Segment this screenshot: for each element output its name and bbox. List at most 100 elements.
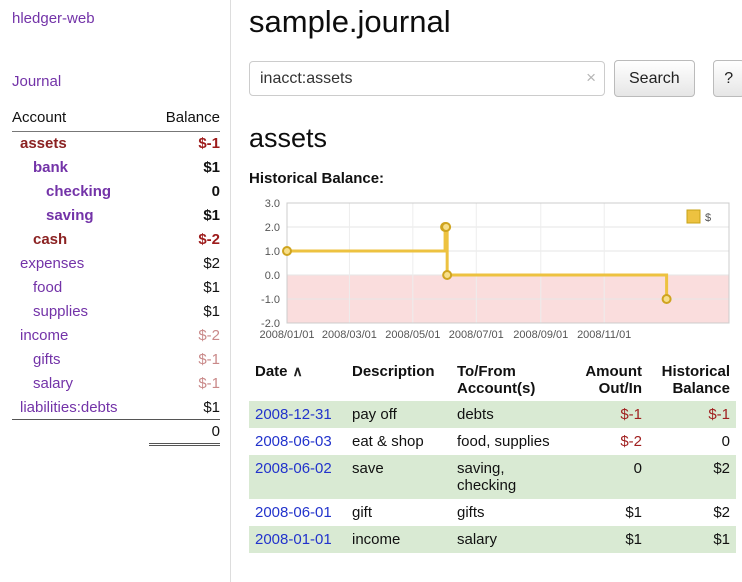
register-col-date-label: Date <box>255 363 288 380</box>
accounts-total-row: 0 <box>12 419 220 446</box>
transaction-balance: $2 <box>713 504 730 521</box>
account-heading: assets <box>249 123 328 153</box>
sidebar: hledger-web Journal Account Balance asse… <box>0 0 231 582</box>
transaction-balance: $2 <box>713 460 730 477</box>
svg-text:1.0: 1.0 <box>265 246 280 258</box>
transaction-account: salary <box>457 531 498 548</box>
search-button[interactable]: Search <box>614 60 695 97</box>
svg-text:2008/05/01: 2008/05/01 <box>385 329 440 341</box>
transaction-account: debts <box>457 406 494 423</box>
transaction-balance: $1 <box>713 531 730 548</box>
svg-text:-1.0: -1.0 <box>261 294 280 306</box>
svg-text:2.0: 2.0 <box>265 222 280 234</box>
help-button[interactable]: ? <box>712 60 742 97</box>
register-row: 2008-06-02 save saving, checking 0 $2 <box>249 455 736 499</box>
transaction-description: income <box>352 531 401 548</box>
svg-text:-2.0: -2.0 <box>261 318 280 330</box>
transaction-account: gifts <box>457 504 485 521</box>
account-balance: $2 <box>203 255 220 272</box>
account-link-gifts[interactable]: gifts <box>33 351 61 368</box>
sort-ascending-icon[interactable]: ∧ <box>292 363 303 379</box>
accounts-table-header: Account Balance <box>12 106 220 132</box>
account-row: checking 0 <box>12 180 220 204</box>
account-link-bank[interactable]: bank <box>33 159 69 176</box>
historical-balance-chart[interactable]: 3.0 2.0 1.0 0.0 -1.0 -2.0 2008/01/01 2008/03/01… <box>249 195 735 347</box>
svg-text:2008/09/01: 2008/09/01 <box>513 329 568 341</box>
transaction-account: saving, checking <box>457 460 517 494</box>
account-balance: $1 <box>203 159 220 176</box>
register-col-amount: Amount Out/In <box>585 363 642 397</box>
account-row: supplies $1 <box>12 300 220 324</box>
account-link-saving[interactable]: saving <box>46 207 94 224</box>
accounts-total: 0 <box>211 423 220 440</box>
account-balance: $-1 <box>198 135 220 153</box>
account-link-income[interactable]: income <box>20 327 69 344</box>
register-col-balance: Historical Balance <box>661 363 730 397</box>
account-row: income $-2 <box>12 324 220 348</box>
account-balance: $-2 <box>198 231 220 248</box>
account-row: liabilities:debts $1 <box>12 396 220 420</box>
clear-search-icon[interactable]: × <box>586 68 596 87</box>
transaction-account: food, supplies <box>457 433 550 450</box>
register-col-account: To/From Account(s) <box>457 363 536 397</box>
account-balance: $1 <box>203 279 220 296</box>
transaction-description: eat & shop <box>352 433 424 450</box>
transaction-description: gift <box>352 504 373 521</box>
app-title-link[interactable]: hledger-web <box>12 10 95 27</box>
account-row: assets $-1 <box>12 132 220 156</box>
transaction-amount: $1 <box>625 531 642 548</box>
account-balance: $1 <box>203 398 220 416</box>
svg-text:0.0: 0.0 <box>265 270 280 282</box>
account-link-expenses[interactable]: expenses <box>20 255 85 272</box>
register-row: 2008-12-31 pay off debts $-1 $-1 <box>249 401 736 428</box>
account-balance: $1 <box>203 207 220 224</box>
svg-text:3.0: 3.0 <box>265 198 280 210</box>
account-balance: $-2 <box>198 327 220 344</box>
svg-text:2008/11/01: 2008/11/01 <box>577 329 631 341</box>
register-col-date[interactable]: Date ∧ <box>249 359 346 401</box>
transaction-description: pay off <box>352 406 397 423</box>
account-link-food[interactable]: food <box>33 279 63 296</box>
transaction-date-link[interactable]: 2008-12-31 <box>255 406 332 423</box>
account-link-salary[interactable]: salary <box>33 375 74 392</box>
svg-text:2008/07/01: 2008/07/01 <box>449 329 504 341</box>
account-link-checking[interactable]: checking <box>46 183 112 200</box>
register-header-row: Date ∧ Description To/From Account(s) Amo… <box>249 359 736 401</box>
register-row: 2008-01-01 income salary $1 $1 <box>249 526 736 553</box>
account-balance: $-1 <box>198 375 220 392</box>
search-input[interactable] <box>249 61 605 96</box>
account-row: bank $1 <box>12 156 220 180</box>
transaction-date-link[interactable]: 2008-06-03 <box>255 433 332 450</box>
account-link-supplies[interactable]: supplies <box>33 303 89 320</box>
account-row: gifts $-1 <box>12 348 220 372</box>
transaction-date-link[interactable]: 2008-01-01 <box>255 531 332 548</box>
account-row: cash $-2 <box>12 228 220 252</box>
account-row: food $1 <box>12 276 220 300</box>
account-link-assets[interactable]: assets <box>20 135 67 153</box>
account-balance: $-1 <box>198 351 220 368</box>
search-bar: × Search ? <box>249 60 742 97</box>
search-box: × <box>249 61 605 96</box>
transaction-amount: $-1 <box>620 406 642 423</box>
svg-text:$: $ <box>705 212 711 224</box>
transaction-date-link[interactable]: 2008-06-01 <box>255 504 332 521</box>
transaction-date-link[interactable]: 2008-06-02 <box>255 460 332 477</box>
transaction-amount: $1 <box>625 504 642 521</box>
page-title: sample.journal <box>249 4 451 39</box>
account-link-liabilities-debts[interactable]: liabilities:debts <box>20 398 118 416</box>
transaction-amount: 0 <box>633 460 642 477</box>
account-row: saving $1 <box>12 204 220 228</box>
account-balance: $1 <box>203 303 220 320</box>
transaction-balance: 0 <box>721 433 730 450</box>
account-link-cash[interactable]: cash <box>33 231 68 248</box>
sidebar-item-journal[interactable]: Journal <box>12 73 62 90</box>
register-row: 2008-06-03 eat & shop food, supplies $-2… <box>249 428 736 455</box>
accounts-table: Account Balance assets $-1 bank $1 checkin… <box>12 106 220 446</box>
svg-text:2008/03/01: 2008/03/01 <box>322 329 377 341</box>
register-col-description: Description <box>352 363 435 380</box>
account-row: salary $-1 <box>12 372 220 396</box>
account-row: expenses $2 <box>12 252 220 276</box>
accounts-col-balance: Balance <box>149 106 220 132</box>
